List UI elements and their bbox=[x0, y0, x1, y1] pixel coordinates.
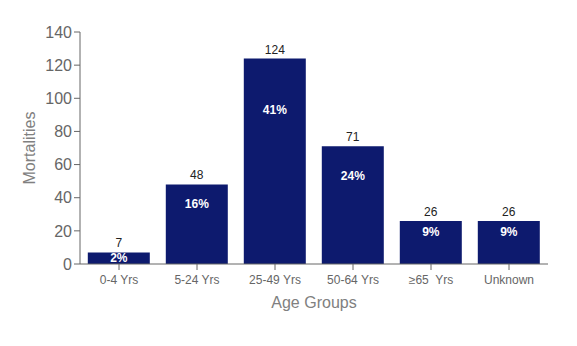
svg-text:16%: 16% bbox=[185, 197, 209, 211]
svg-text:20: 20 bbox=[54, 223, 72, 240]
svg-text:9%: 9% bbox=[500, 225, 518, 239]
svg-text:25-49 Yrs: 25-49 Yrs bbox=[249, 273, 301, 287]
svg-text:0: 0 bbox=[63, 256, 72, 273]
svg-text:120: 120 bbox=[45, 57, 72, 74]
svg-text:140: 140 bbox=[45, 24, 72, 41]
svg-text:71: 71 bbox=[346, 130, 360, 144]
svg-text:100: 100 bbox=[45, 90, 72, 107]
svg-text:Mortalities: Mortalities bbox=[21, 112, 38, 185]
svg-text:Age Groups: Age Groups bbox=[271, 294, 356, 311]
svg-text:24%: 24% bbox=[341, 169, 365, 183]
svg-text:80: 80 bbox=[54, 123, 72, 140]
svg-text:124: 124 bbox=[265, 43, 285, 57]
svg-text:5-24 Yrs: 5-24 Yrs bbox=[174, 273, 219, 287]
svg-text:≥65 Yrs: ≥65 Yrs bbox=[409, 273, 453, 287]
svg-text:0-4 Yrs: 0-4 Yrs bbox=[100, 273, 138, 287]
svg-text:2%: 2% bbox=[110, 251, 128, 265]
svg-text:41%: 41% bbox=[263, 103, 287, 117]
svg-text:9%: 9% bbox=[422, 225, 440, 239]
svg-text:40: 40 bbox=[54, 189, 72, 206]
svg-text:50-64 Yrs: 50-64 Yrs bbox=[327, 273, 379, 287]
svg-text:Unknown: Unknown bbox=[484, 273, 534, 287]
svg-text:26: 26 bbox=[502, 205, 516, 219]
svg-text:7: 7 bbox=[115, 236, 122, 250]
svg-text:48: 48 bbox=[190, 168, 204, 182]
svg-text:26: 26 bbox=[424, 205, 438, 219]
svg-text:60: 60 bbox=[54, 156, 72, 173]
